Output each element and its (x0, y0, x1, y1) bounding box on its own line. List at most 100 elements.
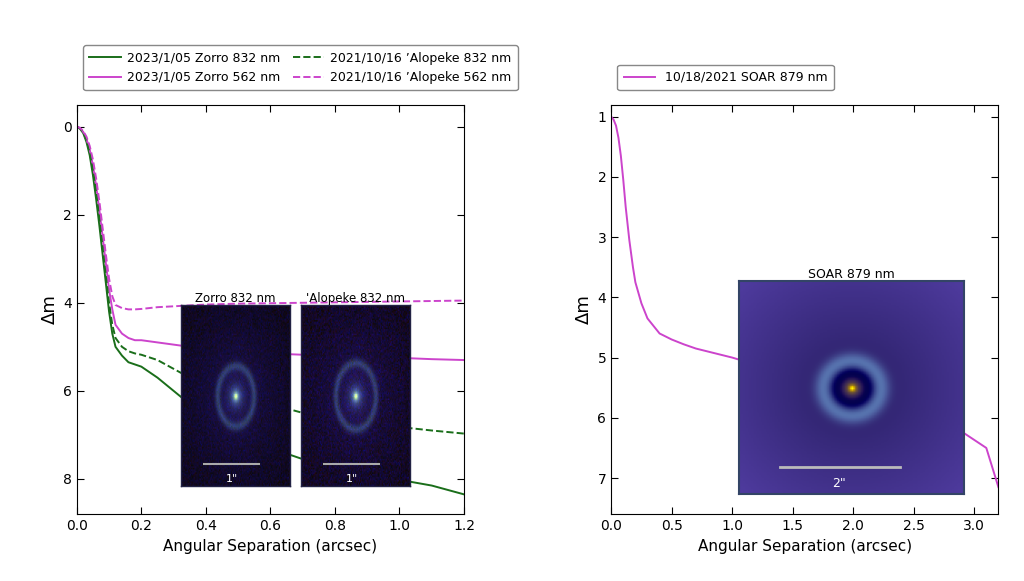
10/18/2021 SOAR 879 nm (605, 113, 617, 120)
2023/1/05 Zorro 562 nm (106, 306, 119, 313)
10/18/2021 SOAR 879 nm (992, 483, 1005, 490)
2023/1/05 Zorro 832 nm (458, 491, 470, 498)
10/18/2021 SOAR 879 nm (678, 341, 690, 348)
X-axis label: Angular Separation (arcsec): Angular Separation (arcsec) (697, 539, 911, 554)
10/18/2021 SOAR 879 nm (847, 387, 859, 394)
2023/1/05 Zorro 562 nm (168, 341, 180, 348)
2021/10/16 ’Alopeke 562 nm (96, 224, 109, 231)
Legend: 2023/1/05 Zorro 832 nm, 2023/1/05 Zorro 562 nm, 2021/10/16 ’Alopeke 832 nm, 2021: 2023/1/05 Zorro 832 nm, 2023/1/05 Zorro … (83, 45, 517, 90)
2021/10/16 ’Alopeke 832 nm (183, 374, 196, 381)
2023/1/05 Zorro 832 nm (93, 222, 105, 229)
2023/1/05 Zorro 562 nm (361, 353, 374, 360)
2021/10/16 ’Alopeke 562 nm (426, 297, 438, 304)
2023/1/05 Zorro 562 nm (232, 348, 245, 355)
2023/1/05 Zorro 562 nm (329, 352, 341, 359)
2023/1/05 Zorro 562 nm (152, 339, 164, 346)
2023/1/05 Zorro 832 nm (152, 374, 164, 381)
2021/10/16 ’Alopeke 562 nm (106, 293, 119, 300)
2023/1/05 Zorro 832 nm (297, 456, 309, 462)
2023/1/05 Zorro 832 nm (71, 123, 83, 130)
Y-axis label: Δm: Δm (575, 295, 593, 324)
10/18/2021 SOAR 879 nm (627, 264, 639, 271)
2023/1/05 Zorro 562 nm (458, 357, 470, 364)
2023/1/05 Zorro 832 nm (129, 361, 141, 368)
10/18/2021 SOAR 879 nm (907, 407, 920, 414)
2021/10/16 ’Alopeke 562 nm (93, 198, 105, 205)
10/18/2021 SOAR 879 nm (823, 381, 836, 388)
2023/1/05 Zorro 832 nm (168, 388, 180, 394)
2023/1/05 Zorro 562 nm (96, 233, 109, 240)
2021/10/16 ’Alopeke 562 nm (90, 175, 102, 182)
2021/10/16 ’Alopeke 562 nm (168, 303, 180, 310)
2021/10/16 ’Alopeke 832 nm (200, 381, 212, 388)
Line: 2023/1/05 Zorro 562 nm: 2023/1/05 Zorro 562 nm (77, 127, 464, 360)
2023/1/05 Zorro 832 nm (99, 279, 112, 286)
10/18/2021 SOAR 879 nm (629, 279, 641, 286)
2021/10/16 ’Alopeke 832 nm (152, 357, 164, 364)
2023/1/05 Zorro 562 nm (116, 330, 128, 337)
2023/1/05 Zorro 562 nm (297, 352, 309, 358)
2023/1/05 Zorro 562 nm (74, 125, 86, 132)
10/18/2021 SOAR 879 nm (610, 122, 623, 129)
2021/10/16 ’Alopeke 562 nm (183, 302, 196, 309)
2023/1/05 Zorro 562 nm (393, 354, 406, 361)
X-axis label: Angular Separation (arcsec): Angular Separation (arcsec) (164, 539, 378, 554)
2023/1/05 Zorro 832 nm (183, 400, 196, 407)
2021/10/16 ’Alopeke 832 nm (135, 352, 147, 358)
2023/1/05 Zorro 832 nm (106, 330, 119, 337)
2023/1/05 Zorro 562 nm (200, 346, 212, 353)
2023/1/05 Zorro 562 nm (129, 337, 141, 344)
2021/10/16 ’Alopeke 562 nm (232, 300, 245, 307)
10/18/2021 SOAR 879 nm (980, 444, 992, 451)
Line: 2021/10/16 ’Alopeke 832 nm: 2021/10/16 ’Alopeke 832 nm (77, 127, 464, 433)
2023/1/05 Zorro 562 nm (84, 146, 96, 153)
2021/10/16 ’Alopeke 562 nm (200, 301, 212, 308)
2021/10/16 ’Alopeke 832 nm (426, 427, 438, 434)
2023/1/05 Zorro 562 nm (135, 337, 147, 344)
10/18/2021 SOAR 879 nm (944, 420, 956, 427)
Y-axis label: Δm: Δm (41, 295, 59, 324)
Line: 10/18/2021 SOAR 879 nm: 10/18/2021 SOAR 879 nm (611, 117, 998, 487)
2023/1/05 Zorro 832 nm (393, 476, 406, 483)
10/18/2021 SOAR 879 nm (871, 395, 884, 402)
2021/10/16 ’Alopeke 832 nm (106, 321, 119, 328)
2021/10/16 ’Alopeke 832 nm (393, 424, 406, 431)
2023/1/05 Zorro 832 nm (361, 471, 374, 478)
2023/1/05 Zorro 562 nm (122, 335, 134, 342)
10/18/2021 SOAR 879 nm (635, 300, 647, 307)
2021/10/16 ’Alopeke 832 nm (90, 189, 102, 196)
2021/10/16 ’Alopeke 562 nm (71, 123, 83, 130)
10/18/2021 SOAR 879 nm (666, 336, 678, 343)
2023/1/05 Zorro 832 nm (77, 130, 89, 137)
Legend: 10/18/2021 SOAR 879 nm: 10/18/2021 SOAR 879 nm (617, 64, 834, 90)
2023/1/05 Zorro 562 nm (110, 321, 122, 328)
2023/1/05 Zorro 832 nm (200, 411, 212, 418)
2023/1/05 Zorro 832 nm (116, 352, 128, 359)
2023/1/05 Zorro 832 nm (74, 125, 86, 132)
2021/10/16 ’Alopeke 832 nm (74, 125, 86, 132)
2021/10/16 ’Alopeke 562 nm (80, 133, 92, 140)
2023/1/05 Zorro 562 nm (264, 350, 276, 357)
2021/10/16 ’Alopeke 832 nm (110, 335, 122, 342)
2023/1/05 Zorro 832 nm (232, 432, 245, 439)
2021/10/16 ’Alopeke 832 nm (232, 392, 245, 399)
10/18/2021 SOAR 879 nm (690, 345, 702, 352)
2023/1/05 Zorro 832 nm (103, 308, 116, 315)
2021/10/16 ’Alopeke 562 nm (103, 275, 116, 282)
2023/1/05 Zorro 562 nm (426, 356, 438, 363)
2021/10/16 ’Alopeke 562 nm (84, 142, 96, 149)
2021/10/16 ’Alopeke 832 nm (87, 166, 99, 173)
2023/1/05 Zorro 562 nm (77, 128, 89, 135)
2023/1/05 Zorro 562 nm (87, 162, 99, 169)
2023/1/05 Zorro 562 nm (93, 207, 105, 214)
2021/10/16 ’Alopeke 562 nm (87, 156, 99, 163)
2021/10/16 ’Alopeke 832 nm (122, 348, 134, 355)
2021/10/16 ’Alopeke 562 nm (122, 306, 134, 313)
10/18/2021 SOAR 879 nm (614, 152, 627, 159)
2021/10/16 ’Alopeke 832 nm (84, 149, 96, 156)
2023/1/05 Zorro 562 nm (99, 260, 112, 267)
2021/10/16 ’Alopeke 832 nm (99, 273, 112, 280)
2023/1/05 Zorro 832 nm (80, 138, 92, 145)
2021/10/16 ’Alopeke 562 nm (329, 299, 341, 306)
2021/10/16 ’Alopeke 562 nm (135, 306, 147, 313)
